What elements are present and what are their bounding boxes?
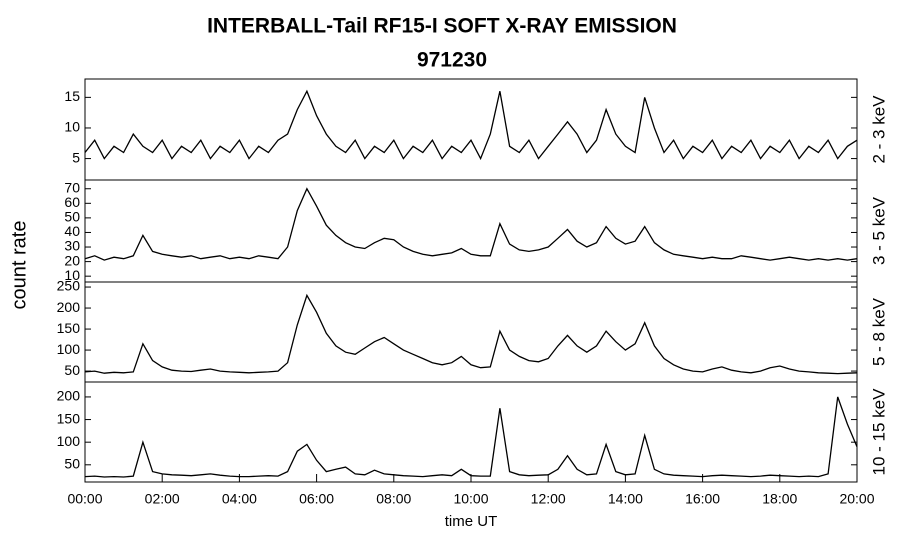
y-tick-label: 150 (57, 410, 81, 426)
panel-label: 5 - 8 keV (869, 297, 888, 366)
chart-title: INTERBALL-Tail RF15-I SOFT X-RAY EMISSIO… (207, 15, 677, 38)
y-tick-label: 250 (57, 278, 81, 294)
y-tick-label: 10 (64, 119, 80, 135)
panel-label: 2 - 3 keV (869, 95, 888, 164)
y-tick-label: 100 (57, 341, 81, 357)
x-tick-label: 08:00 (376, 491, 411, 507)
x-tick-label: 10:00 (453, 491, 488, 507)
x-tick-label: 00:00 (67, 491, 102, 507)
y-tick-label: 50 (64, 362, 80, 378)
x-tick-label: 14:00 (608, 491, 643, 507)
x-tick-label: 04:00 (222, 491, 257, 507)
y-tick-label: 5 (72, 149, 80, 165)
x-tick-label: 02:00 (145, 491, 180, 507)
y-tick-label: 200 (57, 388, 81, 404)
y-tick-label: 150 (57, 320, 81, 336)
y-tick-label: 50 (64, 456, 80, 472)
y-tick-label: 10 (64, 267, 80, 283)
y-tick-label: 20 (64, 252, 80, 268)
x-tick-label: 16:00 (685, 491, 720, 507)
y-tick-label: 15 (64, 88, 80, 104)
panel-label: 10 - 15 keV (869, 388, 888, 476)
y-axis-label: count rate (8, 221, 30, 310)
y-tick-label: 50 (64, 209, 80, 225)
x-tick-label: 20:00 (839, 491, 874, 507)
series-line (84, 293, 858, 375)
panel-label: 3 - 5 keV (869, 196, 888, 265)
y-tick-label: 70 (64, 179, 80, 195)
y-tick-label: 40 (64, 223, 80, 239)
x-tick-label: 18:00 (762, 491, 797, 507)
x-tick-label: 06:00 (299, 491, 334, 507)
series-line (84, 187, 858, 261)
y-tick-label: 200 (57, 299, 81, 315)
series-line (84, 396, 858, 478)
y-tick-label: 60 (64, 194, 80, 210)
y-tick-label: 30 (64, 238, 80, 254)
chart-subtitle: 971230 (417, 49, 487, 72)
y-tick-label: 100 (57, 433, 81, 449)
series-line (84, 89, 858, 161)
x-tick-label: 12:00 (531, 491, 566, 507)
x-axis-label: time UT (445, 513, 498, 530)
